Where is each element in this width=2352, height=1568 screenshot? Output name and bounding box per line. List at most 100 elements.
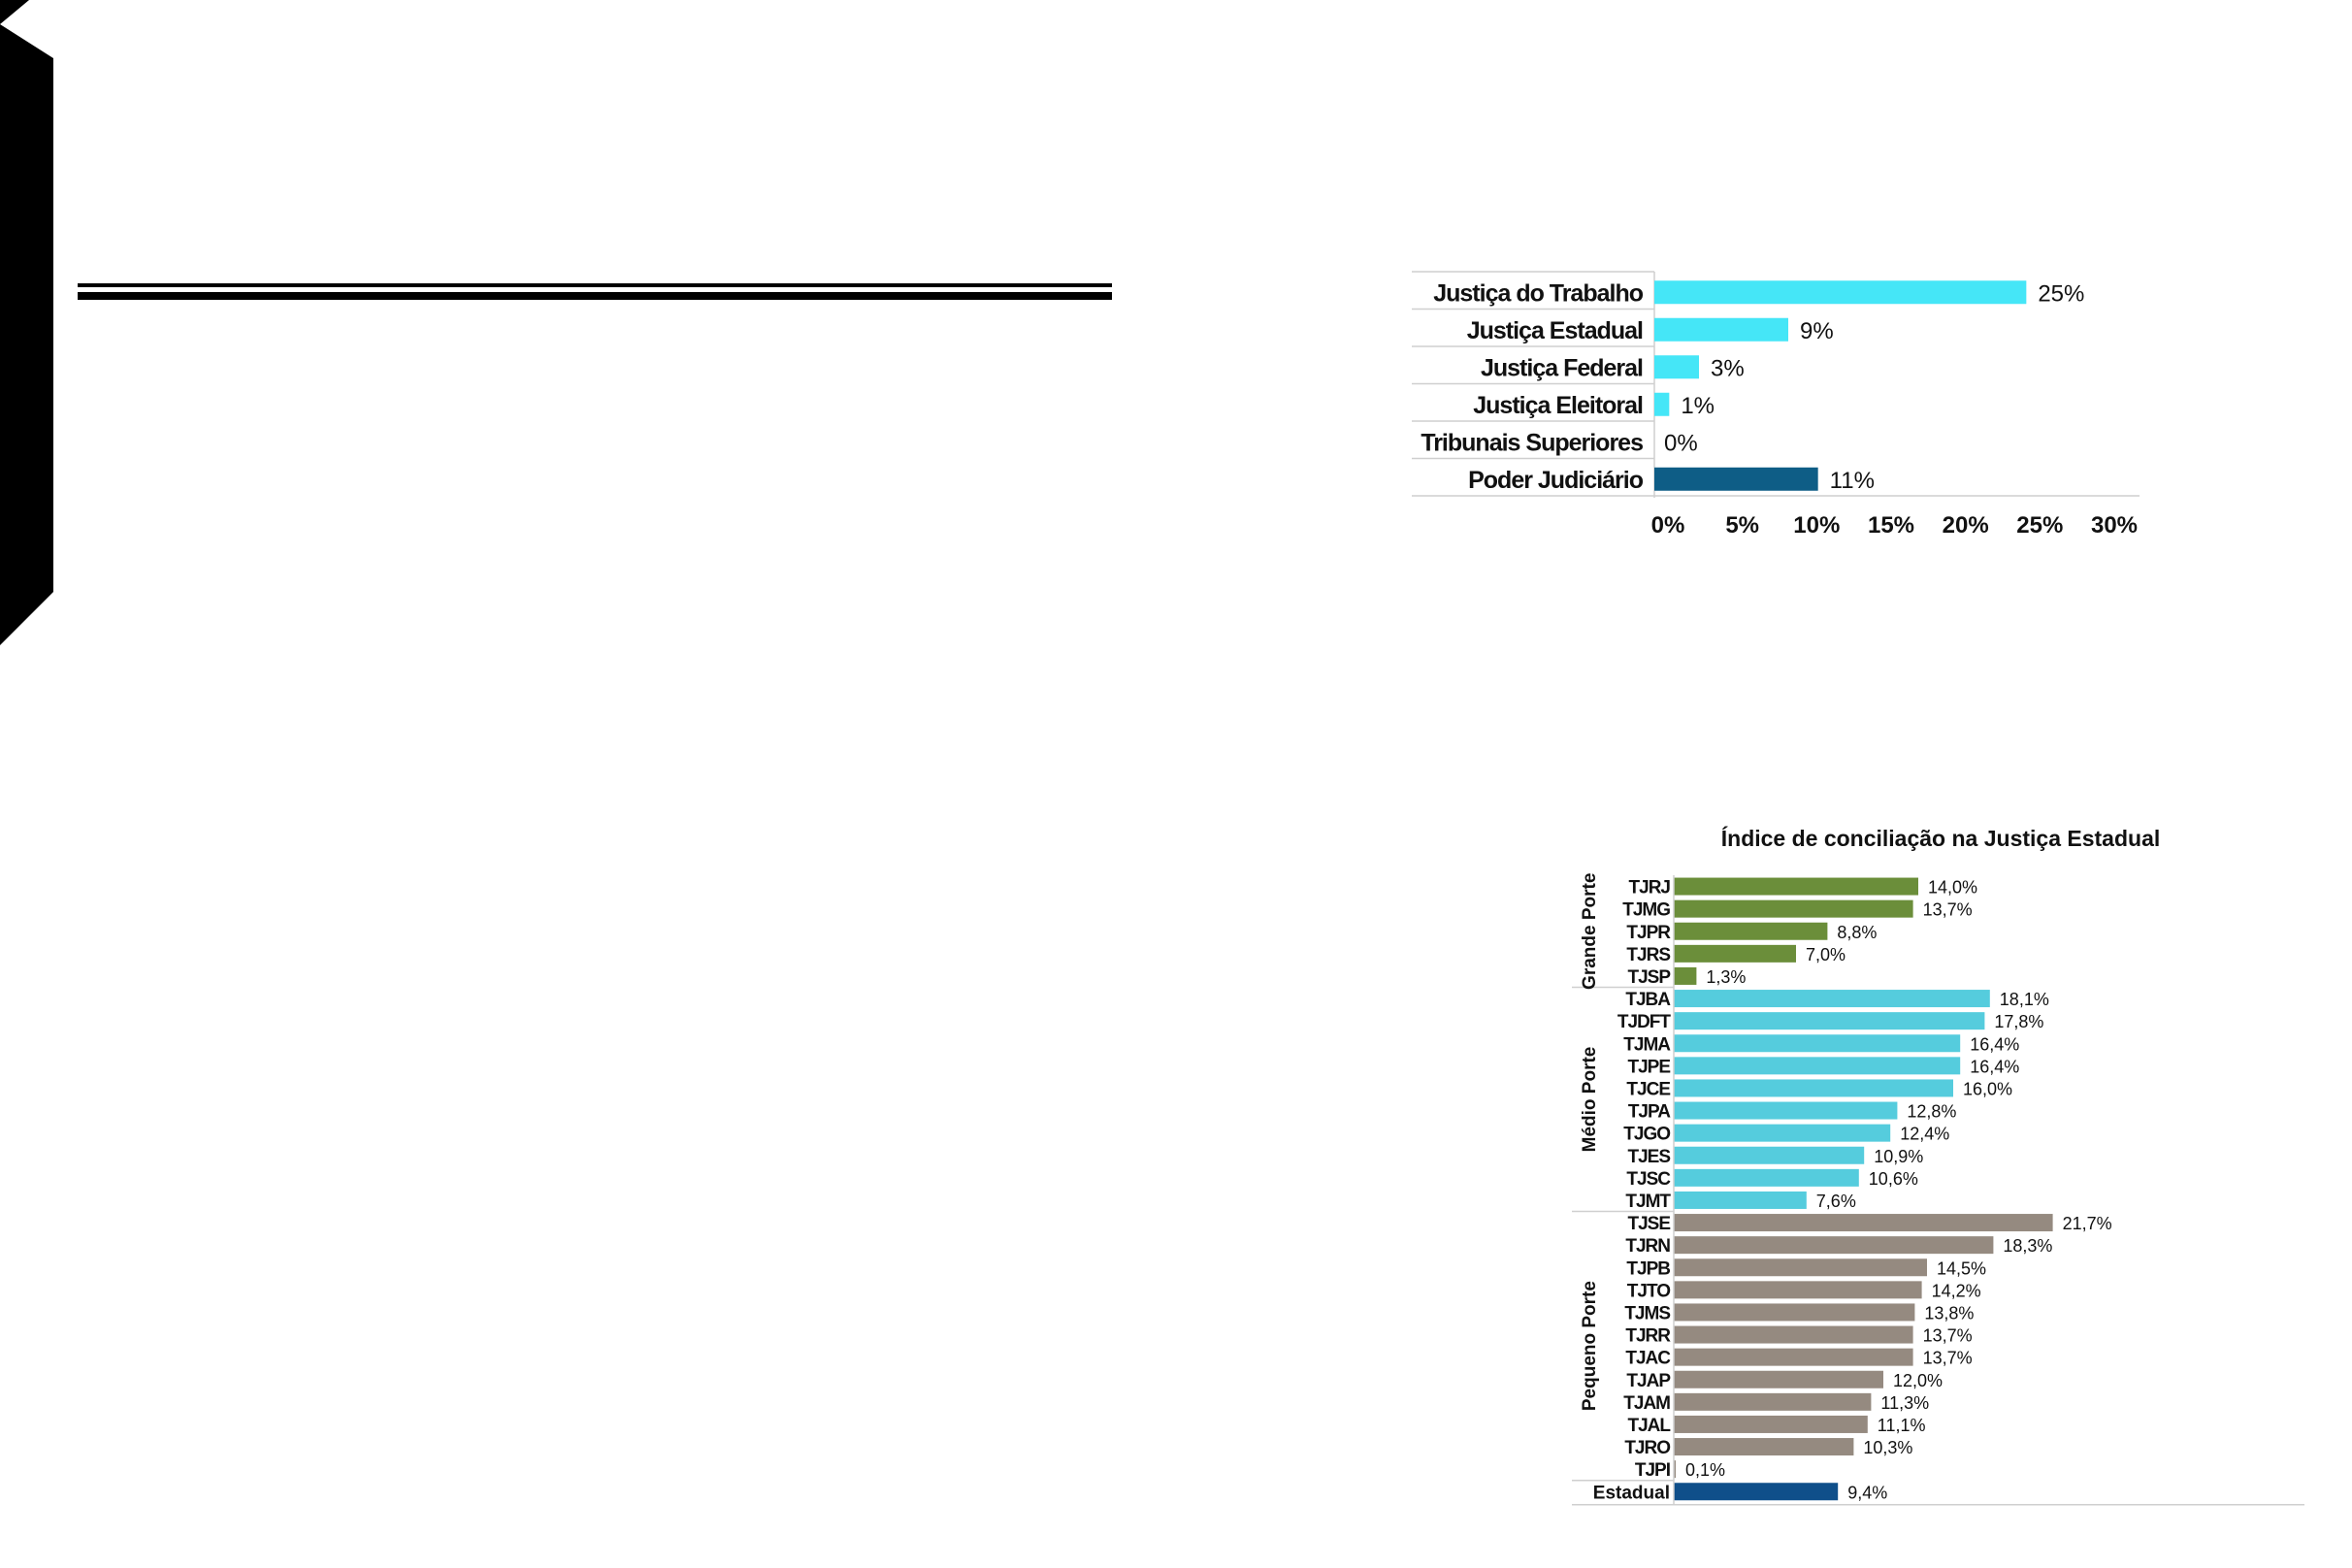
value-label: 16,4% — [1970, 1057, 2019, 1076]
court-label: TJAC — [1625, 1349, 1671, 1369]
bar-poder-judici-rio — [1654, 467, 1818, 491]
value-label: 10,6% — [1869, 1169, 1918, 1189]
category-label: Justiça Estadual — [1467, 317, 1643, 344]
value-label: 7,6% — [1816, 1192, 1856, 1211]
value-label: 13,7% — [1923, 900, 1973, 920]
group-label: Pequeno Porte — [1580, 1281, 1600, 1411]
value-label: 16,4% — [1970, 1034, 2019, 1054]
category-label: Tribunais Superiores — [1421, 429, 1643, 456]
court-label: TJCE — [1626, 1079, 1670, 1099]
bar-tjrn — [1674, 1236, 1994, 1255]
header-double-rule — [78, 283, 1112, 300]
court-label: TJGO — [1623, 1125, 1670, 1145]
value-label: 1% — [1681, 393, 1715, 419]
value-label: 21,7% — [2063, 1214, 2112, 1233]
value-label: 0,1% — [1685, 1460, 1725, 1480]
bar-tjmt — [1674, 1191, 1807, 1209]
value-label: 11,1% — [1878, 1416, 1926, 1435]
bar-tjrj — [1674, 877, 1918, 896]
x-tick-label: 25% — [2016, 512, 2063, 539]
black-side-tab — [0, 0, 53, 645]
group-label: Grande Porte — [1580, 873, 1600, 990]
bar-tjba — [1674, 990, 1990, 1008]
bar-tjpe — [1674, 1057, 1961, 1075]
bar-tjmg — [1674, 899, 1913, 918]
court-label: TJSE — [1627, 1214, 1670, 1234]
court-label: TJAM — [1623, 1393, 1670, 1414]
x-tick-label: 20% — [1943, 512, 1989, 539]
value-label: 9,4% — [1847, 1483, 1887, 1502]
group-label: Médio Porte — [1580, 1047, 1600, 1153]
bar-tjro — [1674, 1438, 1854, 1456]
chart-judiciary-branches: Justiça do Trabalho 25% Justiça Estadual 9%… — [1412, 271, 2140, 539]
value-label: 13,7% — [1923, 1326, 1973, 1346]
bar-tjsc — [1674, 1168, 1859, 1187]
bar-tjma — [1674, 1034, 1961, 1053]
category-label: Justiça Federal — [1481, 354, 1643, 381]
bar-tjto — [1674, 1281, 1922, 1299]
value-label: 25% — [2038, 280, 2084, 307]
bar-tjgo — [1674, 1124, 1891, 1142]
court-label: TJRN — [1625, 1236, 1670, 1257]
court-label: TJSP — [1627, 967, 1671, 988]
value-label: 8,8% — [1837, 923, 1877, 942]
bar-tjes — [1674, 1146, 1865, 1164]
value-label: 12,4% — [1900, 1125, 1949, 1144]
bar-tjac — [1674, 1348, 1913, 1366]
value-label: 18,3% — [2003, 1236, 2052, 1256]
court-label: TJTO — [1627, 1281, 1670, 1301]
bar-tjrs — [1674, 944, 1796, 963]
value-label: 14,5% — [1937, 1258, 1986, 1278]
category-label: Justiça do Trabalho — [1433, 279, 1644, 307]
value-label: 1,3% — [1706, 967, 1746, 987]
bar-tjpr — [1674, 922, 1828, 940]
value-label: 11% — [1830, 468, 1875, 494]
bar-tjal — [1674, 1415, 1868, 1433]
x-tick-label: 0% — [1651, 512, 1685, 539]
bar-tjms — [1674, 1303, 1915, 1322]
value-label: 12,8% — [1907, 1102, 1956, 1122]
value-label: 3% — [1711, 355, 1745, 381]
court-label: TJES — [1627, 1147, 1670, 1167]
bar-tjam — [1674, 1392, 1872, 1411]
court-label: TJPB — [1626, 1258, 1670, 1279]
bar-tjpi — [1674, 1460, 1676, 1479]
court-label: TJRJ — [1629, 878, 1671, 898]
court-label: TJMT — [1625, 1192, 1671, 1212]
court-label: TJPR — [1626, 923, 1671, 943]
value-label: 18,1% — [2000, 990, 2049, 1009]
value-label: 0% — [1664, 430, 1698, 456]
x-tick-label: 30% — [2091, 512, 2138, 539]
value-label: 11,3% — [1880, 1393, 1929, 1413]
court-label: TJRR — [1625, 1326, 1671, 1347]
court-label: TJMA — [1623, 1034, 1671, 1055]
bar-tjpa — [1674, 1101, 1898, 1120]
x-tick-label: 15% — [1868, 512, 1914, 539]
bar-justi-a-eleitoral — [1654, 392, 1670, 416]
bar-justi-a-federal — [1654, 355, 1699, 379]
category-label: Justiça Eleitoral — [1473, 392, 1643, 419]
court-label: TJSC — [1626, 1169, 1671, 1190]
court-label: TJAL — [1628, 1416, 1672, 1436]
bar-tjdft — [1674, 1012, 1985, 1030]
bar-tjpb — [1674, 1258, 1927, 1277]
value-label: 17,8% — [1994, 1012, 2043, 1031]
bar-tjsp — [1674, 966, 1697, 985]
court-label: TJAP — [1626, 1371, 1671, 1391]
value-label: 10,3% — [1863, 1438, 1912, 1457]
chart-state-justice-conciliation: Índice de conciliação na Justiça Estadua… — [1572, 825, 2304, 1506]
court-label: TJBA — [1625, 990, 1671, 1010]
court-label: TJRO — [1624, 1438, 1670, 1458]
chart-title: Índice de conciliação na Justiça Estadua… — [1721, 825, 2161, 851]
court-label: TJPE — [1627, 1057, 1670, 1077]
value-label: 13,7% — [1923, 1349, 1973, 1368]
court-label: TJPI — [1635, 1460, 1671, 1481]
court-label: TJRS — [1626, 945, 1670, 965]
bar-tjse — [1674, 1214, 2053, 1232]
value-label: 9% — [1800, 318, 1834, 344]
x-tick-label: 5% — [1725, 512, 1759, 539]
bar-justi-a-do-trabalho — [1654, 280, 2027, 305]
bar-tjap — [1674, 1370, 1883, 1388]
bar-estadual-total — [1674, 1483, 1839, 1501]
value-label: 14,2% — [1932, 1281, 1981, 1300]
